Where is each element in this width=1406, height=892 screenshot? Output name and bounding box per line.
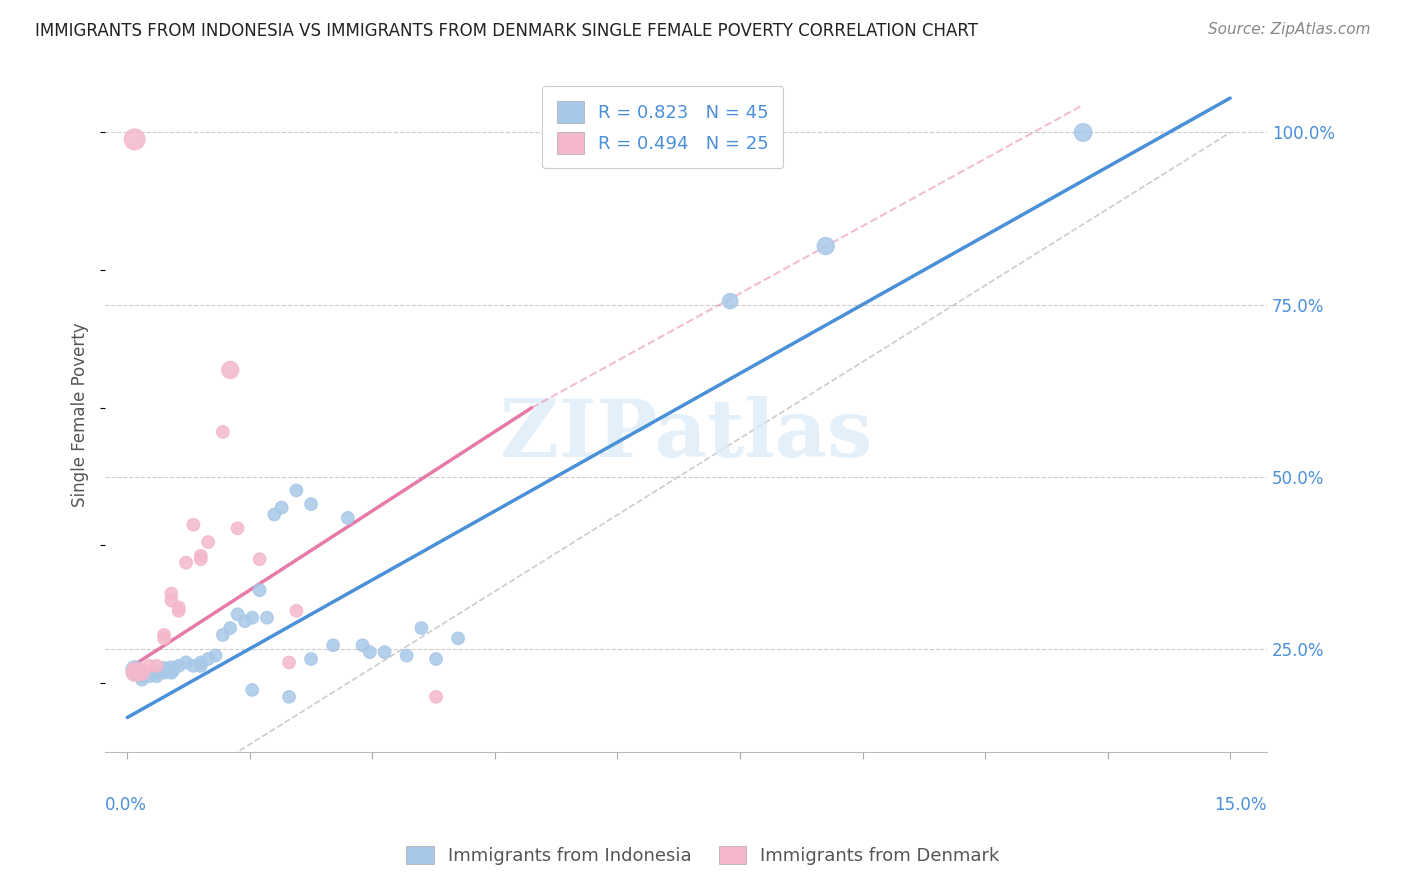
- Point: [240, 683, 263, 698]
- Point: [174, 556, 197, 570]
- Point: [359, 645, 381, 659]
- Point: [145, 659, 167, 673]
- Legend: R = 0.823   N = 45, R = 0.494   N = 25: R = 0.823 N = 45, R = 0.494 N = 25: [543, 87, 783, 169]
- Point: [299, 497, 322, 511]
- Point: [270, 500, 292, 515]
- Point: [124, 132, 146, 146]
- Point: [131, 662, 153, 676]
- Point: [249, 583, 271, 598]
- Point: [190, 656, 212, 670]
- Point: [336, 511, 359, 525]
- Point: [138, 669, 160, 683]
- Point: [145, 669, 167, 683]
- Point: [167, 604, 190, 618]
- Point: [131, 673, 153, 687]
- Point: [197, 652, 219, 666]
- Text: IMMIGRANTS FROM INDONESIA VS IMMIGRANTS FROM DENMARK SINGLE FEMALE POVERTY CORRE: IMMIGRANTS FROM INDONESIA VS IMMIGRANTS …: [35, 22, 979, 40]
- Point: [183, 517, 205, 532]
- Point: [285, 483, 308, 498]
- Point: [219, 363, 242, 377]
- Text: ZIPatlas: ZIPatlas: [501, 396, 872, 474]
- Point: [425, 652, 447, 666]
- Point: [160, 665, 183, 680]
- Point: [263, 508, 285, 522]
- Point: [226, 521, 249, 535]
- Y-axis label: Single Female Poverty: Single Female Poverty: [72, 322, 89, 507]
- Point: [240, 610, 263, 624]
- Point: [425, 690, 447, 704]
- Point: [124, 665, 146, 680]
- Point: [197, 535, 219, 549]
- Point: [190, 659, 212, 673]
- Point: [411, 621, 433, 635]
- Point: [131, 669, 153, 683]
- Point: [212, 628, 235, 642]
- Point: [131, 665, 153, 680]
- Point: [190, 549, 212, 563]
- Point: [233, 614, 256, 628]
- Point: [174, 656, 197, 670]
- Point: [1071, 126, 1094, 140]
- Point: [138, 659, 160, 673]
- Point: [124, 662, 146, 676]
- Point: [138, 665, 160, 680]
- Point: [204, 648, 226, 663]
- Point: [160, 586, 183, 600]
- Point: [285, 604, 308, 618]
- Point: [153, 662, 176, 676]
- Point: [212, 425, 235, 439]
- Point: [145, 665, 167, 680]
- Text: 15.0%: 15.0%: [1215, 796, 1267, 814]
- Text: 0.0%: 0.0%: [105, 796, 148, 814]
- Point: [447, 632, 470, 646]
- Point: [299, 652, 322, 666]
- Point: [153, 665, 176, 680]
- Point: [278, 656, 301, 670]
- Point: [167, 659, 190, 673]
- Point: [124, 665, 146, 680]
- Point: [249, 552, 271, 566]
- Point: [278, 690, 301, 704]
- Point: [153, 628, 176, 642]
- Point: [124, 662, 146, 676]
- Point: [153, 632, 176, 646]
- Point: [395, 648, 418, 663]
- Point: [219, 621, 242, 635]
- Point: [160, 662, 183, 676]
- Point: [183, 659, 205, 673]
- Point: [160, 593, 183, 607]
- Legend: Immigrants from Indonesia, Immigrants from Denmark: Immigrants from Indonesia, Immigrants fr…: [398, 837, 1008, 874]
- Text: Source: ZipAtlas.com: Source: ZipAtlas.com: [1208, 22, 1371, 37]
- Point: [190, 552, 212, 566]
- Point: [814, 239, 837, 253]
- Point: [718, 294, 741, 309]
- Point: [226, 607, 249, 622]
- Point: [374, 645, 396, 659]
- Point: [352, 638, 374, 652]
- Point: [322, 638, 344, 652]
- Point: [167, 600, 190, 615]
- Point: [256, 610, 278, 624]
